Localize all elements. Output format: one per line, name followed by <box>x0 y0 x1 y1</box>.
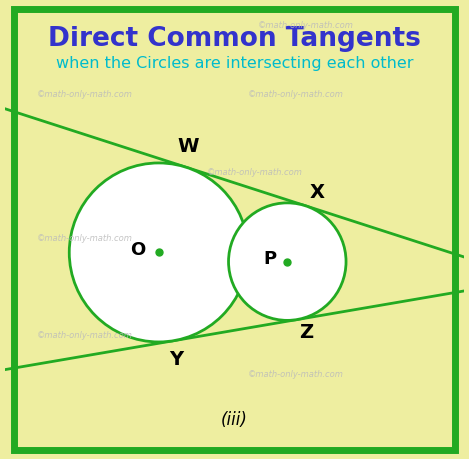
Text: Y: Y <box>169 350 183 369</box>
Text: when the Circles are intersecting each other: when the Circles are intersecting each o… <box>56 56 413 71</box>
Text: ©math-only-math.com: ©math-only-math.com <box>37 234 133 243</box>
Text: ©math-only-math.com: ©math-only-math.com <box>248 369 344 379</box>
Text: (iii): (iii) <box>221 411 248 429</box>
Text: ©math-only-math.com: ©math-only-math.com <box>207 168 303 177</box>
Text: Direct Common Tangents: Direct Common Tangents <box>48 26 421 52</box>
Text: X: X <box>310 183 324 202</box>
Circle shape <box>69 163 248 342</box>
Circle shape <box>228 203 346 320</box>
Text: Z: Z <box>299 323 313 342</box>
Text: ©math-only-math.com: ©math-only-math.com <box>257 21 353 30</box>
Text: P: P <box>263 250 276 269</box>
Text: ©math-only-math.com: ©math-only-math.com <box>37 330 133 340</box>
Text: W: W <box>178 137 199 156</box>
Text: ©math-only-math.com: ©math-only-math.com <box>248 90 344 99</box>
Text: ©math-only-math.com: ©math-only-math.com <box>37 90 133 99</box>
Text: O: O <box>130 241 146 259</box>
